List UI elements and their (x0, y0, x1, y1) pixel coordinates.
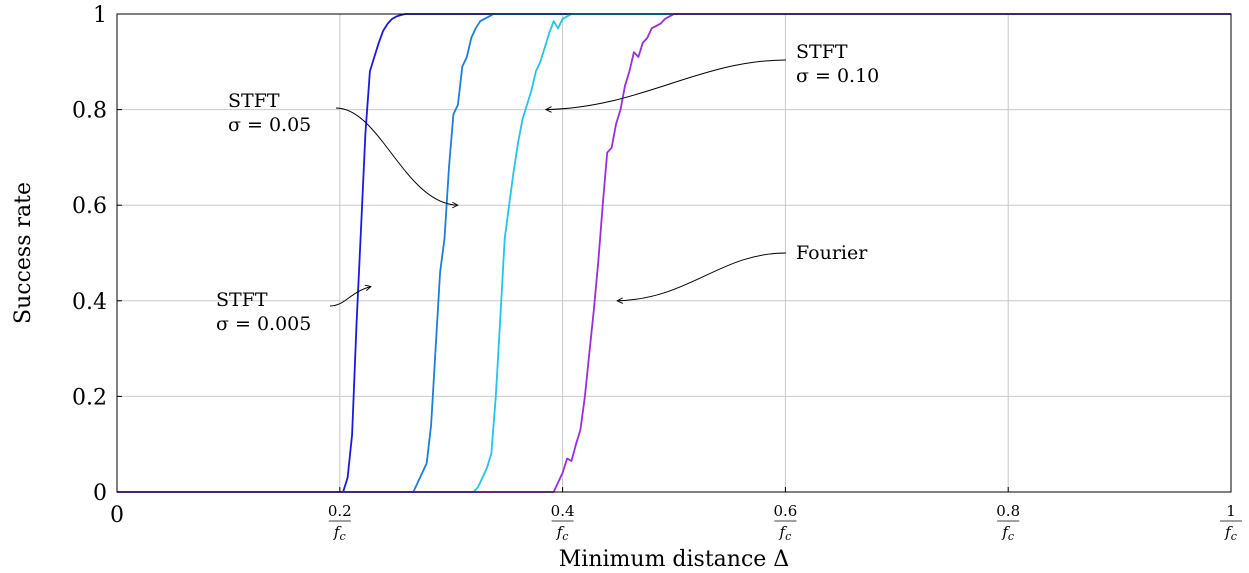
series-line-0 (117, 13, 1231, 493)
y-tick-label-2: 0.4 (72, 290, 107, 315)
series-line-2 (117, 13, 1231, 493)
x-tick-label-3-denominator: fc (779, 523, 792, 543)
annotation-label-0: STFT σ = 0.005 (216, 289, 311, 335)
x-tick-label-1-numerator: 0.2 (328, 502, 352, 520)
annotation-label-3: Fourier (796, 242, 868, 264)
x-axis-label: Minimum distance Δ (559, 547, 789, 572)
tick-layer: 0 0.2 0.4 0.6 0.8 1 0 0.2 fc 0.4 fc 0.6 fc 0.8 fc 1 fc (72, 3, 1242, 543)
y-tick-label-4: 0.8 (72, 99, 107, 124)
x-tick-label-3-numerator: 0.6 (773, 502, 797, 520)
series-layer (117, 13, 1231, 493)
x-tick-label-4-denominator: fc (1001, 523, 1014, 543)
annotation-label-1: STFT σ = 0.05 (228, 90, 311, 136)
annotation-arrow-3 (617, 252, 787, 301)
plot-frame (116, 13, 1232, 493)
x-tick-label-5-numerator: 1 (1226, 502, 1236, 520)
annotation-layer: STFT σ = 0.005 STFT σ = 0.05 STFT σ = 0.10 Fou… (216, 41, 879, 335)
y-tick-label-5: 1 (93, 3, 107, 28)
annotation-arrow-0 (329, 287, 371, 307)
x-tick-label-4-numerator: 0.8 (996, 502, 1020, 520)
series-line-1 (117, 13, 1231, 493)
y-tick-label-1: 0.2 (72, 385, 107, 410)
x-tick-label-0: 0 (110, 503, 124, 528)
grid-layer (117, 14, 1231, 492)
y-tick-label-3: 0.6 (72, 194, 107, 219)
x-tick-label-5-denominator: fc (1224, 523, 1237, 543)
x-tick-label-1-denominator: fc (333, 523, 346, 543)
x-tick-label-2-numerator: 0.4 (551, 502, 575, 520)
y-axis-label: Success rate (11, 182, 36, 324)
series-line-3 (117, 13, 1231, 493)
annotation-label-2: STFT σ = 0.10 (796, 41, 879, 87)
annotation-arrow-1 (335, 107, 458, 205)
y-tick-label-0: 0 (93, 481, 107, 506)
annotation-arrow-2 (546, 59, 787, 110)
x-tick-label-2-denominator: fc (556, 523, 569, 543)
